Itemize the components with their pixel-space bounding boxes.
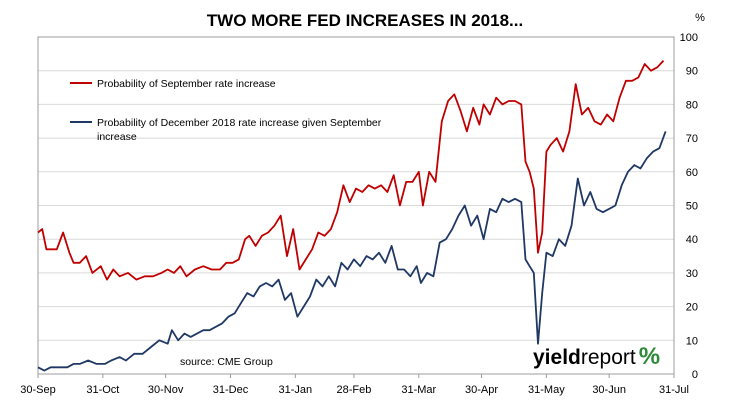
x-tick-label: 30-Nov <box>148 384 184 396</box>
source-note: source: CME Group <box>180 356 273 368</box>
y-tick-label: 60 <box>686 167 698 179</box>
legend-label-december-line2: increase <box>97 131 137 143</box>
x-tick-label: 31-Jan <box>279 384 313 396</box>
y-tick-label: 0 <box>692 369 698 381</box>
plot-frame <box>37 36 675 375</box>
y-tick-label: 50 <box>686 201 698 213</box>
y-tick-label: 70 <box>686 133 698 145</box>
chart-title: TWO MORE FED INCREASES IN 2018... <box>207 11 523 30</box>
y-tick-label: 80 <box>686 99 698 111</box>
x-tick-label: 31-Dec <box>213 384 249 396</box>
y-tick-label: 30 <box>686 268 698 280</box>
logo-percent-icon: % <box>639 343 660 370</box>
yieldreport-logo: yieldreport% <box>533 343 660 370</box>
y-tick-label: 20 <box>686 302 698 314</box>
legend: Probability of September rate increase P… <box>70 78 382 143</box>
y-axis-ticks: 0 10 20 30 40 50 60 70 80 90 100 <box>680 32 698 381</box>
series-layer <box>37 59 667 372</box>
x-tick-label: 30-Sep <box>20 384 55 396</box>
y-tick-label: 10 <box>686 335 698 347</box>
x-tick-label: 31-May <box>528 384 565 396</box>
logo-part-yield: yield <box>533 346 581 369</box>
y-tick-label: 100 <box>680 32 698 44</box>
x-tick-label: 31-Oct <box>86 384 119 396</box>
x-axis-ticks: 30-Sep 31-Oct 30-Nov 31-Dec 31-Jan 28-Feb 31-M… <box>20 374 689 396</box>
x-tick-label: 31-Mar <box>401 384 436 396</box>
x-tick-label: 28-Feb <box>336 384 371 396</box>
legend-label-september: Probability of September rate increase <box>97 78 276 90</box>
y-tick-label: 40 <box>686 234 698 246</box>
series-line-september <box>37 59 665 281</box>
x-tick-label: 31-Jul <box>659 384 689 396</box>
y-tick-label: 90 <box>686 66 698 78</box>
x-tick-label: 30-Jun <box>592 384 626 396</box>
legend-label-december-line1: Probability of December 2018 rate increa… <box>97 117 382 129</box>
series-line-december <box>37 131 667 372</box>
logo-text: yieldreport% <box>533 343 660 370</box>
logo-part-report: report <box>581 346 636 369</box>
y-axis-unit: % <box>695 12 705 24</box>
x-tick-label: 30-Apr <box>465 384 498 396</box>
